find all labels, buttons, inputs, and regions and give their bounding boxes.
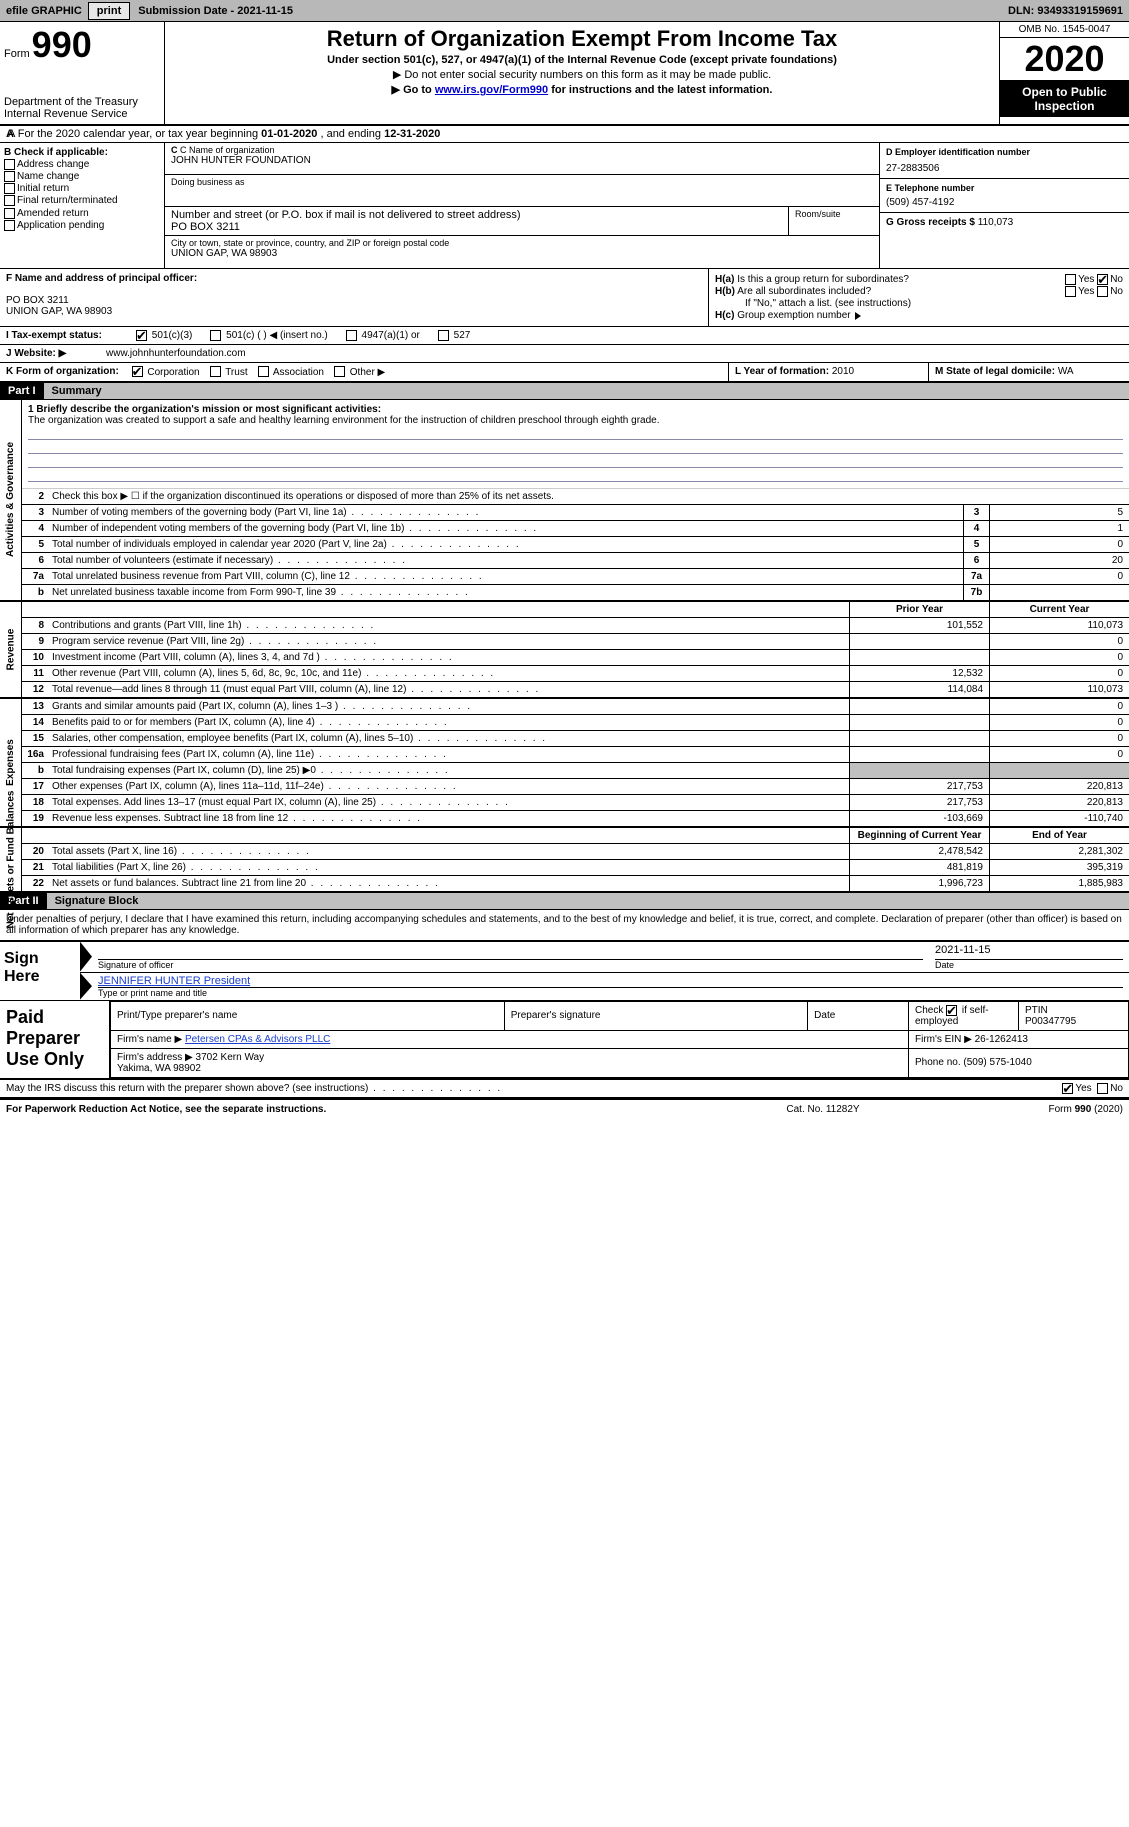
- org-form-checkbox[interactable]: [258, 366, 269, 377]
- mission-text: The organization was created to support …: [28, 415, 660, 426]
- ha-no-checkbox[interactable]: [1097, 274, 1108, 285]
- org-form-checkbox[interactable]: [334, 366, 345, 377]
- org-form-checkbox[interactable]: [132, 366, 143, 377]
- table-row: 7aTotal unrelated business revenue from …: [22, 569, 1129, 585]
- table-row: 9Program service revenue (Part VIII, lin…: [22, 634, 1129, 650]
- row-a-tax-year: AA For the 2020 calendar year, or tax ye…: [0, 126, 1129, 143]
- col-d-ein: D Employer identification number 27-2883…: [879, 143, 1129, 268]
- part2-header: Part II Signature Block: [0, 893, 1129, 910]
- print-button[interactable]: print: [88, 2, 130, 20]
- discuss-no-checkbox[interactable]: [1097, 1083, 1108, 1094]
- self-employed-checkbox[interactable]: [946, 1005, 957, 1016]
- table-row: 13Grants and similar amounts paid (Part …: [22, 699, 1129, 715]
- row-i-tax-status: I Tax-exempt status: 501(c)(3) 501(c) ( …: [0, 327, 1129, 345]
- form-header: Form 990 Department of the Treasury Inte…: [0, 22, 1129, 126]
- firm-name-link[interactable]: Petersen CPAs & Advisors PLLC: [185, 1034, 330, 1045]
- row-j-website: J Website: ▶ www.johnhunterfoundation.co…: [0, 345, 1129, 363]
- principal-officer: F Name and address of principal officer:…: [0, 269, 709, 326]
- tax-status-checkbox[interactable]: [438, 330, 449, 341]
- row-klm: K Form of organization: Corporation Trus…: [0, 363, 1129, 382]
- form-year-block: OMB No. 1545-0047 2020 Open to Public In…: [999, 22, 1129, 124]
- phone: (509) 457-4192: [886, 197, 1123, 208]
- section-fh: F Name and address of principal officer:…: [0, 269, 1129, 327]
- checkbox-option[interactable]: Final return/terminated: [4, 195, 160, 206]
- form-title: Return of Organization Exempt From Incom…: [173, 26, 991, 52]
- group-return: H(a) Is this a group return for subordin…: [709, 269, 1129, 326]
- sign-here-block: Sign Here Signature of officer 2021-11-1…: [0, 942, 1129, 1001]
- org-form-checkbox[interactable]: [210, 366, 221, 377]
- department-label: Department of the Treasury Internal Reve…: [4, 96, 160, 120]
- org-street: PO BOX 3211: [171, 221, 782, 233]
- table-row: 12Total revenue—add lines 8 through 11 (…: [22, 682, 1129, 697]
- table-row: 18Total expenses. Add lines 13–17 (must …: [22, 795, 1129, 811]
- checkbox-option[interactable]: Address change: [4, 159, 160, 170]
- table-row: 5Total number of individuals employed in…: [22, 537, 1129, 553]
- table-row: 4Number of independent voting members of…: [22, 521, 1129, 537]
- checkbox-option[interactable]: Application pending: [4, 220, 160, 231]
- table-row: 3Number of voting members of the governi…: [22, 505, 1129, 521]
- org-city: UNION GAP, WA 98903: [171, 248, 873, 259]
- checkbox-option[interactable]: Amended return: [4, 208, 160, 219]
- summary-revenue: Revenue Prior YearCurrent Year 8Contribu…: [0, 602, 1129, 699]
- checkbox-option[interactable]: Initial return: [4, 183, 160, 194]
- ha-yes-checkbox[interactable]: [1065, 274, 1076, 285]
- irs-discuss-row: May the IRS discuss this return with the…: [0, 1080, 1129, 1099]
- table-row: 21Total liabilities (Part X, line 26)481…: [22, 860, 1129, 876]
- page-footer: For Paperwork Reduction Act Notice, see …: [0, 1099, 1129, 1119]
- dln: DLN: 93493319159691: [1008, 5, 1129, 17]
- summary-net-assets: Net Assets or Fund Balances Beginning of…: [0, 828, 1129, 893]
- table-row: bTotal fundraising expenses (Part IX, co…: [22, 763, 1129, 779]
- table-row: bNet unrelated business taxable income f…: [22, 585, 1129, 600]
- penalties-text: Under penalties of perjury, I declare th…: [0, 910, 1129, 942]
- website-value: www.johnhunterfoundation.com: [106, 348, 246, 359]
- top-toolbar: efile GRAPHIC print Submission Date - 20…: [0, 0, 1129, 22]
- form-number: 990: [32, 24, 92, 66]
- table-row: 17Other expenses (Part IX, column (A), l…: [22, 779, 1129, 795]
- part1-header: Part I Summary: [0, 383, 1129, 400]
- tax-status-checkbox[interactable]: [346, 330, 357, 341]
- table-row: 19Revenue less expenses. Subtract line 1…: [22, 811, 1129, 826]
- form-id-block: Form 990 Department of the Treasury Inte…: [0, 22, 165, 124]
- summary-expenses: Expenses 13Grants and similar amounts pa…: [0, 699, 1129, 828]
- tax-status-checkbox[interactable]: [136, 330, 147, 341]
- tax-status-checkbox[interactable]: [210, 330, 221, 341]
- table-row: 15Salaries, other compensation, employee…: [22, 731, 1129, 747]
- discuss-yes-checkbox[interactable]: [1062, 1083, 1073, 1094]
- table-row: 16aProfessional fundraising fees (Part I…: [22, 747, 1129, 763]
- col-c-org-info: C C Name of organization JOHN HUNTER FOU…: [165, 143, 879, 268]
- arrow-icon: [80, 973, 92, 1000]
- org-name: JOHN HUNTER FOUNDATION: [171, 155, 873, 166]
- open-to-public: Open to Public Inspection: [1000, 81, 1129, 117]
- table-row: 8Contributions and grants (Part VIII, li…: [22, 618, 1129, 634]
- table-row: 11Other revenue (Part VIII, column (A), …: [22, 666, 1129, 682]
- table-row: 6Total number of volunteers (estimate if…: [22, 553, 1129, 569]
- section-bcd: B Check if applicable: Address changeNam…: [0, 143, 1129, 269]
- table-row: 10Investment income (Part VIII, column (…: [22, 650, 1129, 666]
- submission-label: Submission Date - 2021-11-15: [132, 5, 299, 17]
- arrow-icon: [80, 942, 92, 972]
- summary-governance: Activities & Governance 1 Briefly descri…: [0, 400, 1129, 602]
- table-row: 14Benefits paid to or for members (Part …: [22, 715, 1129, 731]
- efile-label: efile GRAPHIC: [0, 5, 88, 17]
- omb-number: OMB No. 1545-0047: [1000, 22, 1129, 38]
- table-row: 22Net assets or fund balances. Subtract …: [22, 876, 1129, 891]
- hb-yes-checkbox[interactable]: [1065, 286, 1076, 297]
- col-b-checkboxes: B Check if applicable: Address changeNam…: [0, 143, 165, 268]
- gross-receipts: 110,073: [978, 217, 1013, 228]
- ein: 27-2883506: [886, 163, 1123, 174]
- irs-link[interactable]: www.irs.gov/Form990: [435, 84, 548, 96]
- officer-name-link[interactable]: JENNIFER HUNTER President: [98, 975, 250, 987]
- hb-no-checkbox[interactable]: [1097, 286, 1108, 297]
- paid-preparer-block: Paid Preparer Use Only Print/Type prepar…: [0, 1001, 1129, 1080]
- tax-year: 2020: [1000, 38, 1129, 81]
- form-title-block: Return of Organization Exempt From Incom…: [165, 22, 999, 124]
- checkbox-option[interactable]: Name change: [4, 171, 160, 182]
- table-row: 20Total assets (Part X, line 16)2,478,54…: [22, 844, 1129, 860]
